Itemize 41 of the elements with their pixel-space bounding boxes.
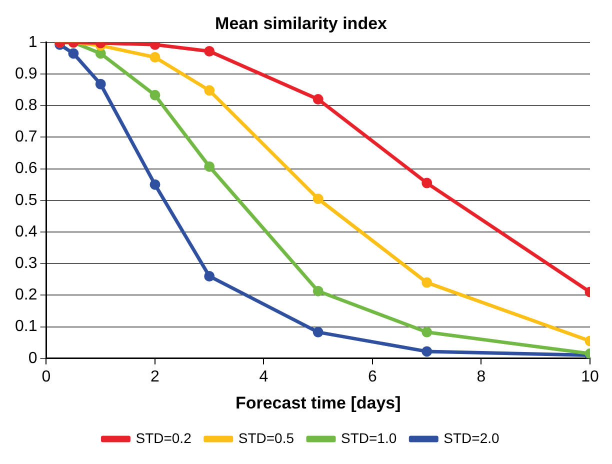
chart-title: Mean similarity index: [215, 14, 388, 33]
point: [204, 46, 215, 56]
y-tick-label: 0.3: [14, 255, 38, 272]
y-tick-label: 0.2: [14, 286, 38, 304]
legend-label: STD=0.2: [136, 430, 192, 446]
x-tick-label: 10: [581, 368, 599, 386]
point: [150, 90, 160, 100]
point: [150, 52, 160, 62]
x-tick-label: 6: [368, 368, 378, 386]
point: [312, 94, 324, 105]
point: [204, 85, 215, 96]
point: [204, 270, 215, 282]
y-tick-label: 0.8: [14, 97, 38, 114]
y-tick-label: 0.1: [14, 318, 38, 336]
y-tick-label: 0.7: [14, 128, 38, 146]
point: [422, 346, 432, 357]
y-tick-label: 0.6: [14, 160, 38, 178]
point: [150, 179, 160, 190]
point: [68, 48, 79, 59]
point: [422, 326, 432, 338]
point: [422, 277, 432, 288]
point: [95, 48, 106, 59]
y-tick-label: 0.4: [14, 223, 38, 240]
point: [422, 178, 432, 188]
point: [312, 326, 324, 338]
y-tick-label: 1: [28, 34, 38, 51]
y-tick-label: 0.9: [14, 65, 38, 82]
x-tick-label: 4: [259, 368, 268, 386]
x-tick-label: 8: [476, 368, 486, 386]
x-axis-title: Forecast time [days]: [235, 393, 401, 412]
y-tick-label: 0: [28, 350, 38, 367]
legend-label: STD=2.0: [444, 430, 500, 446]
point: [312, 194, 324, 204]
legend-label: STD=1.0: [341, 430, 397, 446]
y-tick-label: 0.5: [14, 192, 38, 209]
x-tick-label: 2: [150, 368, 160, 386]
point: [95, 78, 106, 90]
x-tick-label: 0: [42, 368, 51, 386]
legend-label: STD=0.5: [238, 430, 294, 446]
point: [312, 286, 324, 296]
point: [204, 161, 215, 172]
